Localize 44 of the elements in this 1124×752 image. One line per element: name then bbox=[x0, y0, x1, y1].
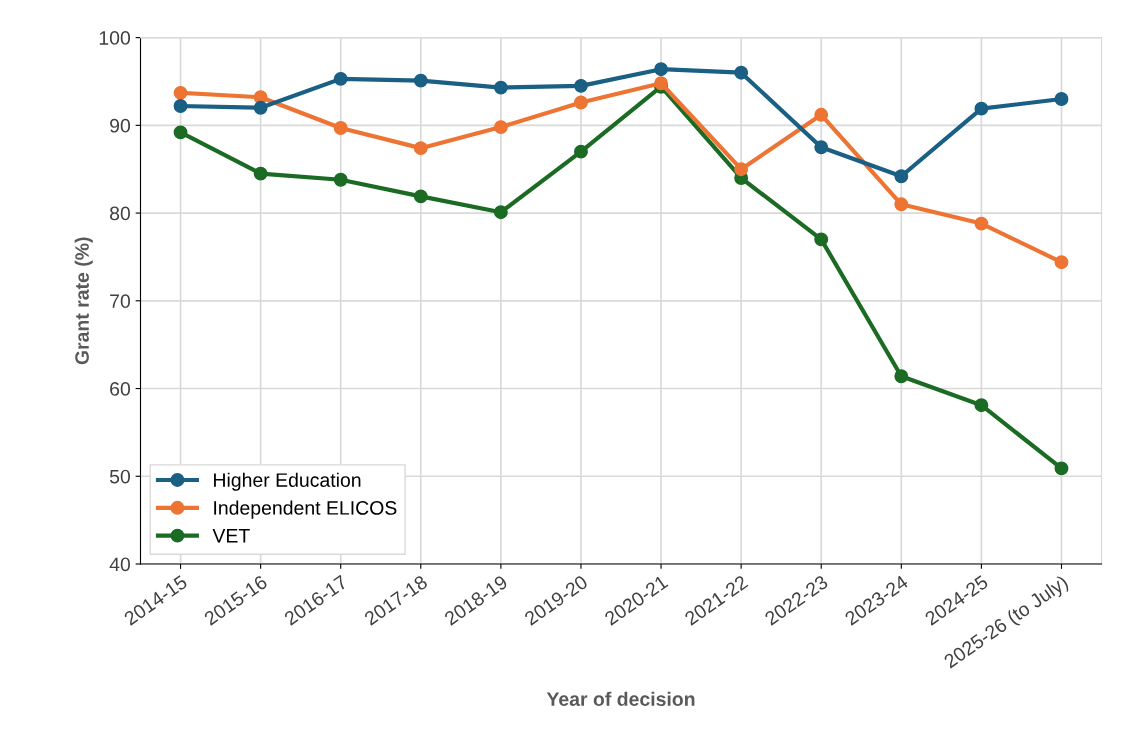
point bbox=[654, 62, 668, 77]
point bbox=[173, 99, 188, 113]
point bbox=[413, 189, 428, 204]
point bbox=[894, 169, 909, 184]
point bbox=[413, 141, 428, 156]
point bbox=[253, 100, 268, 115]
point bbox=[894, 197, 909, 212]
point bbox=[333, 121, 348, 135]
point bbox=[173, 125, 188, 140]
point bbox=[814, 232, 829, 247]
point bbox=[974, 398, 989, 413]
point bbox=[253, 166, 268, 181]
point bbox=[574, 144, 588, 159]
y-tick-label: 100 bbox=[99, 31, 131, 45]
point bbox=[493, 120, 508, 135]
point bbox=[574, 78, 588, 93]
point bbox=[493, 205, 508, 220]
point bbox=[894, 369, 909, 384]
legend-label: Independent ELICOS bbox=[214, 500, 397, 519]
y-tick-label: 80 bbox=[110, 206, 131, 221]
y-tick-label: 50 bbox=[109, 469, 131, 484]
point bbox=[333, 172, 348, 187]
legend-label: Higher Education bbox=[214, 472, 361, 491]
x-axis-title: Year of decision bbox=[546, 691, 695, 706]
legend-label: VET bbox=[212, 529, 250, 543]
point bbox=[493, 80, 508, 95]
point bbox=[1054, 461, 1069, 476]
point bbox=[1054, 255, 1069, 270]
point bbox=[814, 107, 829, 122]
point bbox=[734, 162, 749, 177]
y-tick-label: 70 bbox=[110, 294, 131, 309]
y-tick-label: 40 bbox=[109, 557, 131, 572]
point bbox=[413, 73, 428, 88]
point bbox=[814, 140, 829, 155]
y-axis-title: Grant rate (%) bbox=[74, 237, 93, 365]
y-tick-label: 90 bbox=[110, 118, 131, 133]
point bbox=[974, 216, 989, 231]
point bbox=[974, 101, 989, 116]
point bbox=[574, 95, 588, 110]
point bbox=[173, 85, 188, 100]
point bbox=[1054, 92, 1069, 106]
point bbox=[734, 65, 749, 80]
y-tick-label: 60 bbox=[110, 382, 131, 396]
point bbox=[333, 71, 348, 86]
